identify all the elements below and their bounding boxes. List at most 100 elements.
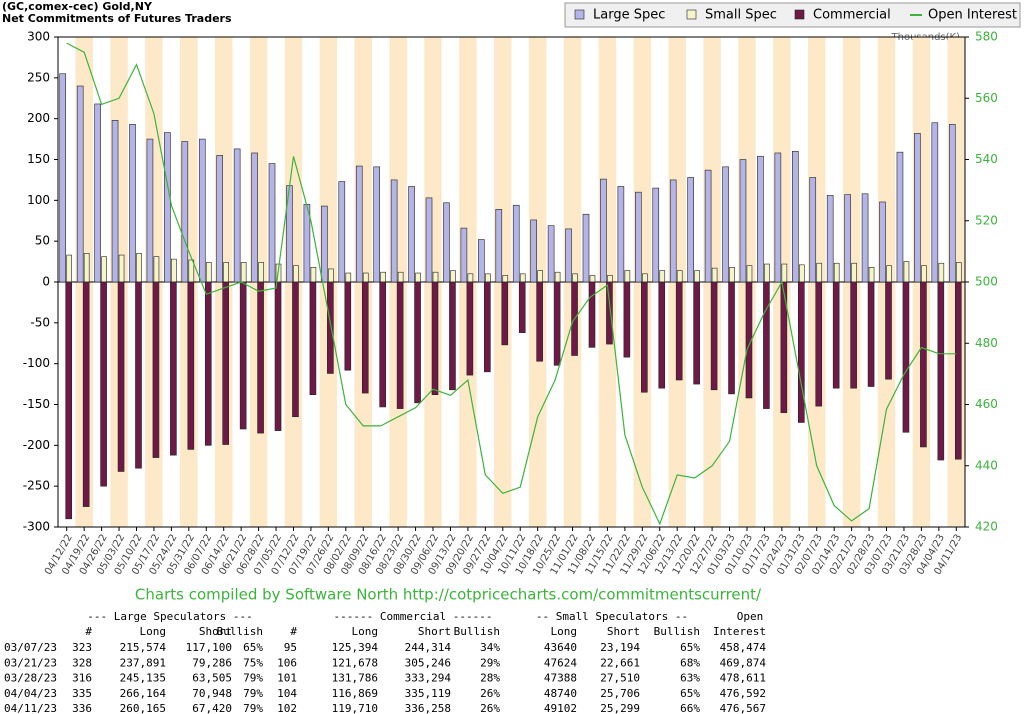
bar <box>136 253 142 283</box>
table-cell: 104 <box>277 687 297 700</box>
bar <box>938 262 945 283</box>
bar <box>948 124 956 283</box>
bar <box>851 262 857 283</box>
table-cell: 49102 <box>544 702 577 714</box>
bar <box>931 122 939 283</box>
bar <box>205 262 212 283</box>
bar <box>170 281 177 456</box>
table-date: 04/11/23 <box>4 702 57 714</box>
bar <box>450 270 456 283</box>
table-cell: 63,505 <box>192 672 232 685</box>
bar <box>885 281 892 380</box>
bar <box>233 148 241 283</box>
bar <box>572 273 578 283</box>
table-cell: 22,661 <box>600 656 640 669</box>
table-group-header: Open <box>737 610 764 623</box>
table-cell: 125,394 <box>332 641 379 654</box>
table-column-header: Short <box>607 625 640 638</box>
table-cell: 266,164 <box>120 687 167 700</box>
table-cell: 25,299 <box>600 702 640 714</box>
bar <box>676 270 683 283</box>
bar <box>478 239 485 283</box>
bar <box>791 151 799 283</box>
bar <box>861 193 869 283</box>
bar <box>588 281 596 348</box>
bar <box>415 272 421 283</box>
bar <box>414 281 421 404</box>
bar <box>361 281 369 394</box>
table-cell: 305,246 <box>405 656 451 669</box>
bar <box>164 132 171 283</box>
y-tick-label: 100 <box>27 193 50 207</box>
bar <box>652 187 660 283</box>
table-cell: 333,294 <box>405 672 452 685</box>
y2-tick-label: 520 <box>975 213 998 227</box>
bar <box>722 166 729 283</box>
table-group-header: ------ Commercial ------ <box>334 610 493 623</box>
bar <box>729 266 735 283</box>
bar <box>797 281 805 423</box>
bar <box>181 141 189 283</box>
bar <box>781 263 788 283</box>
bar <box>380 271 386 283</box>
y-tick-label: -100 <box>23 356 50 370</box>
table-cell: 65% <box>680 687 700 700</box>
y2-tick-label: 460 <box>975 397 998 411</box>
table-cell: 336,258 <box>405 702 451 714</box>
bar <box>816 262 823 283</box>
table-date: 03/07/23 <box>4 641 57 654</box>
bar <box>396 281 404 409</box>
table-column-header: Short <box>418 625 451 638</box>
bar <box>117 281 125 472</box>
bar <box>589 275 596 283</box>
table-cell: 121,678 <box>332 656 378 669</box>
table-cell: 48740 <box>544 687 577 700</box>
table-cell: 47388 <box>544 672 577 685</box>
bar <box>624 270 631 283</box>
table-cell: 66% <box>680 702 700 714</box>
table-cell: 102 <box>277 702 297 714</box>
bar <box>623 281 631 358</box>
table-cell: 215,574 <box>120 641 167 654</box>
table-cell: 79,286 <box>192 656 232 669</box>
y-tick-label: 250 <box>27 70 50 84</box>
bar <box>902 281 910 433</box>
bar <box>292 281 299 418</box>
bar <box>502 275 509 283</box>
y2-tick-label: 540 <box>975 152 998 166</box>
table-cell: 26% <box>480 702 500 714</box>
bar <box>764 263 770 283</box>
bar <box>309 281 317 395</box>
bar <box>536 281 543 362</box>
table-date: 03/28/23 <box>4 672 57 685</box>
bar <box>268 163 276 283</box>
table-column-header: Interest <box>713 625 766 638</box>
table-cell: 323 <box>72 641 92 654</box>
table-group-header: -- Small Speculators -- <box>536 610 688 623</box>
table-cell: 79% <box>243 702 263 714</box>
bar <box>293 265 299 283</box>
y2-tick-label: 560 <box>975 91 998 105</box>
table-cell: 28% <box>480 672 500 685</box>
bar <box>408 186 415 283</box>
bar <box>355 165 363 283</box>
bar <box>675 281 683 381</box>
table-cell: 260,165 <box>120 702 166 714</box>
legend-swatch <box>794 9 805 20</box>
table-column-header: Long <box>140 625 167 638</box>
table-column-header: Short <box>199 625 232 638</box>
table-column-header: Long <box>352 625 379 638</box>
table-cell: 335 <box>72 687 92 700</box>
bar <box>704 169 712 283</box>
bar <box>222 281 230 445</box>
table-cell: 316 <box>72 672 92 685</box>
bar <box>362 272 369 283</box>
table-column-header: Long <box>551 625 578 638</box>
bar <box>135 281 142 469</box>
table-cell: 79% <box>243 687 263 700</box>
bar <box>600 178 607 283</box>
table-cell: 95 <box>284 641 297 654</box>
bar <box>251 152 258 283</box>
bar <box>642 273 648 283</box>
legend-label: Commercial <box>813 8 891 23</box>
